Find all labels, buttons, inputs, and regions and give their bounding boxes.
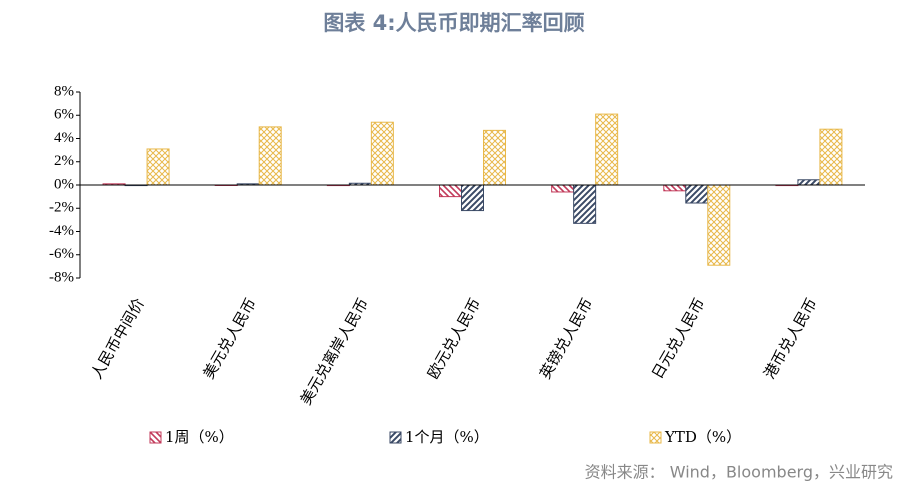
y-tick-label: -8%: [49, 269, 74, 285]
y-tick-label: 6%: [54, 107, 74, 123]
bar: [146, 148, 170, 186]
y-tick-label: 0%: [54, 176, 74, 192]
y-tick-label: -4%: [49, 223, 74, 239]
legend-swatch: [389, 431, 402, 444]
legend-swatch: [649, 431, 662, 444]
x-tick-label: 美元兑离岸人民币: [297, 295, 373, 408]
bar: [819, 128, 843, 186]
legend-swatch: [149, 431, 162, 444]
bar: [439, 184, 462, 198]
y-tick-label: 8%: [54, 83, 74, 99]
bar: [551, 184, 575, 193]
bar: [663, 184, 687, 192]
y-tick-label: 2%: [54, 153, 74, 169]
legend-label: 1周（%）: [165, 428, 234, 446]
bar: [461, 184, 484, 212]
x-tick-label: 日元兑人民币: [648, 295, 709, 382]
y-tick-label: 4%: [54, 130, 74, 146]
x-tick-label: 美元兑人民币: [200, 295, 261, 382]
bar: [707, 184, 731, 266]
legend-label: 1个月（%）: [405, 428, 489, 446]
bar: [573, 184, 597, 224]
bar: [258, 126, 282, 186]
y-tick-label: -6%: [49, 246, 74, 262]
legend-label: YTD（%）: [664, 428, 741, 446]
x-tick-label: 欧元兑人民币: [424, 295, 485, 382]
bar: [797, 179, 821, 186]
chart-title: 图表 4:人民币即期汇率回顾: [323, 11, 584, 35]
bar: [370, 121, 394, 186]
bar: [483, 129, 506, 186]
x-tick-label: 人民币中间价: [87, 295, 148, 382]
x-tick-label: 港币兑人民币: [760, 295, 821, 382]
bar: [685, 184, 709, 204]
source-note: 资料来源： Wind，Bloomberg，兴业研究: [585, 463, 893, 482]
x-tick-label: 英镑兑人民币: [536, 295, 597, 382]
y-tick-label: -2%: [49, 200, 74, 216]
bar: [595, 113, 619, 186]
